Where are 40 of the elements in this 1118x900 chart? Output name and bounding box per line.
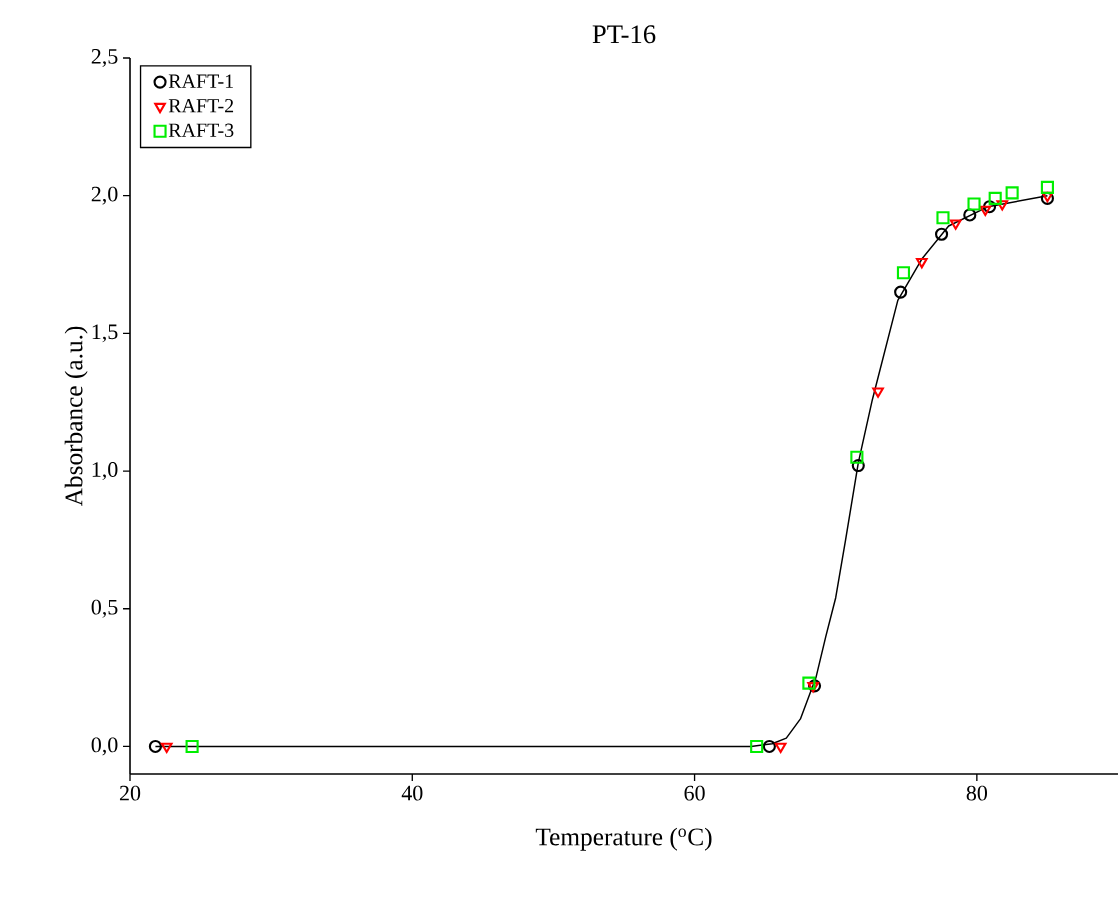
x-tick-label: 60: [684, 785, 705, 801]
point: [915, 257, 928, 269]
y-tick-label: 2,5: [91, 49, 118, 67]
point: [872, 387, 884, 398]
point: [750, 739, 764, 754]
y-axis-title: Absorbance (a.u.): [64, 326, 88, 507]
point: [1040, 180, 1054, 194]
legend-label: RAFT-1: [168, 74, 233, 88]
point: [774, 742, 787, 754]
point: [949, 219, 962, 230]
point: [851, 458, 865, 473]
point: [896, 266, 911, 280]
point: [936, 211, 950, 225]
x-tick-label: 40: [401, 785, 423, 801]
point: [160, 742, 173, 754]
x-tick-label: 80: [966, 785, 988, 801]
point: [185, 739, 199, 754]
legend-label: RAFT-2: [168, 99, 234, 113]
y-tick-label: 2,0: [91, 186, 118, 205]
point: [148, 739, 162, 754]
point: [894, 285, 908, 299]
point: [988, 191, 1002, 205]
point: [979, 205, 992, 217]
point: [762, 739, 776, 754]
y-tick-label: 1,5: [92, 324, 118, 343]
y-tick-label: 0,5: [91, 599, 118, 618]
point: [802, 676, 816, 690]
x-tick-label: 20: [119, 785, 141, 801]
point: [982, 200, 997, 214]
point: [967, 197, 981, 211]
y-tick-label: 0,0: [91, 737, 118, 756]
point: [963, 208, 977, 222]
point: [935, 227, 949, 241]
point: [850, 450, 864, 464]
point: [1005, 186, 1019, 200]
point: [996, 200, 1009, 211]
legend-label: RAFT-3: [168, 123, 234, 138]
x-axis-title: Temperature ($^{o}$C): [535, 827, 712, 851]
y-tick-label: 1,0: [92, 462, 118, 481]
chart-title: PT-16: [592, 25, 656, 44]
